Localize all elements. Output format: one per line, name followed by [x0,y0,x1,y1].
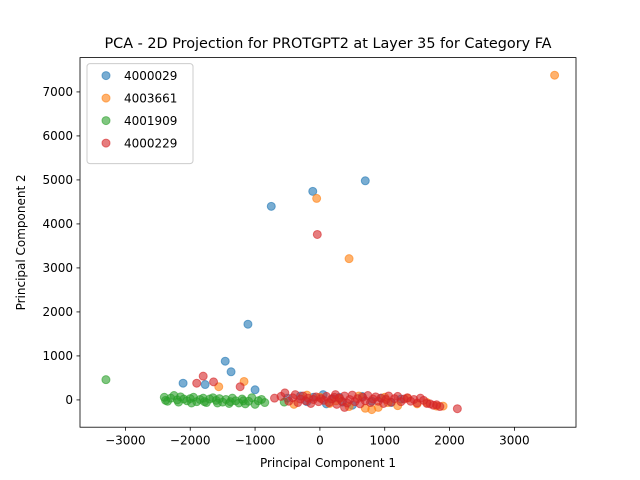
y-axis-label: Principal Component 2 [14,174,28,310]
data-point [198,371,208,381]
legend-marker-4001909 [101,116,111,126]
data-point [312,193,322,203]
x-tick-label: 0 [316,434,324,448]
y-axis: 0 1000 2000 3000 4000 5000 6000 7000 [42,85,80,407]
data-point [308,186,318,196]
data-point [340,402,350,412]
data-point [238,396,248,406]
data-point [226,367,236,377]
data-point [209,377,219,387]
y-tick-label: 5000 [42,173,73,187]
data-point [452,404,462,414]
data-point [161,395,171,405]
data-point [174,397,184,407]
x-tick-label: 3000 [499,434,530,448]
legend-marker-4003661 [101,93,111,103]
x-tick-label: −2000 [170,434,211,448]
x-tick-label: −1000 [235,434,276,448]
plot-area [101,70,560,415]
data-point [192,378,202,388]
data-point [199,397,209,407]
data-point [280,388,290,398]
data-point [178,378,188,388]
data-point [187,398,197,408]
data-point [360,176,370,186]
data-point [266,201,276,211]
data-point [312,229,322,239]
data-point [200,380,210,390]
chart-title: PCA - 2D Projection for PROTGPT2 at Laye… [104,36,551,52]
data-point [260,398,270,408]
y-tick-label: 0 [65,393,73,407]
data-point [225,397,235,407]
legend-box [86,63,194,165]
series-4001909 [101,375,289,409]
data-point [220,356,230,366]
data-point [212,398,222,408]
data-point [330,390,340,400]
y-tick-label: 7000 [42,85,73,99]
legend-label-4001909: 4001909 [124,114,177,128]
x-axis: −3000 −2000 −1000 0 1000 2000 3000 [105,427,530,448]
axes-frame [79,57,577,428]
data-point [235,382,245,392]
y-tick-label: 2000 [42,305,73,319]
legend: 4000029 4003661 4001909 4000229 [86,63,194,165]
x-tick-label: −3000 [105,434,146,448]
legend-label-4000229: 4000229 [124,136,177,150]
legend-label-4000029: 4000029 [124,69,177,83]
legend-marker-4000029 [101,71,111,81]
data-point [435,402,445,412]
y-tick-label: 3000 [42,261,73,275]
x-tick-label: 1000 [369,434,400,448]
legend-label-4003661: 4003661 [124,91,177,105]
data-point [101,375,111,385]
y-tick-label: 1000 [42,349,73,363]
data-point [550,70,560,80]
data-point [344,254,354,264]
y-tick-label: 6000 [42,129,73,143]
y-tick-label: 4000 [42,217,73,231]
series-4000229 [192,229,462,414]
x-tick-label: 2000 [434,434,465,448]
data-point [250,385,260,395]
data-point [243,319,253,329]
x-axis-label: Principal Component 1 [260,456,396,470]
legend-marker-4000229 [101,138,111,148]
